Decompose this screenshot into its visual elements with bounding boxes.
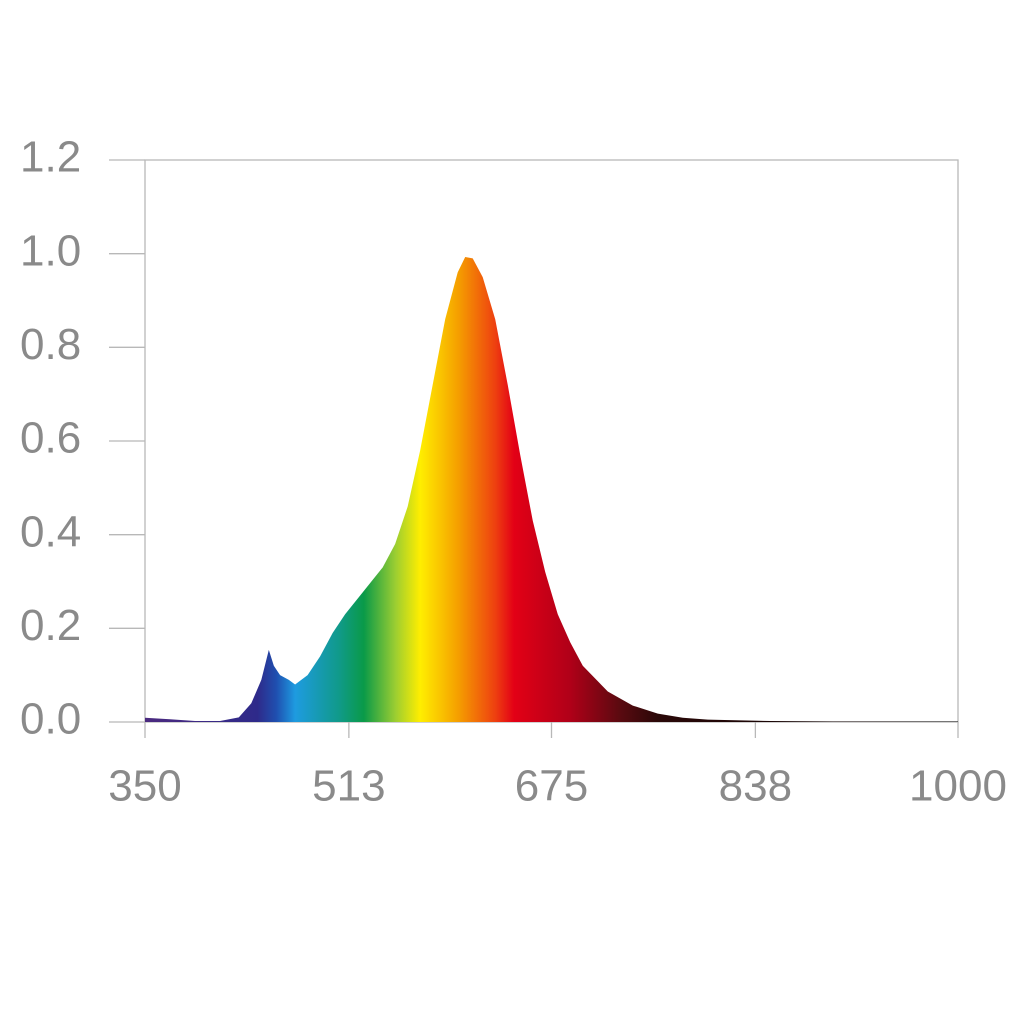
y-tick-label: 0.4 xyxy=(20,507,81,556)
y-tick-label: 1.0 xyxy=(20,226,81,275)
x-tick-label: 513 xyxy=(312,762,385,811)
x-tick-label: 1000 xyxy=(909,762,1007,811)
y-tick-label: 0.6 xyxy=(20,414,81,463)
x-tick-label: 350 xyxy=(108,762,181,811)
x-tick-label: 675 xyxy=(515,762,588,811)
y-tick-label: 1.2 xyxy=(20,133,81,182)
y-tick-label: 0.0 xyxy=(20,695,81,744)
spectrum-area xyxy=(145,256,958,722)
y-tick-label: 0.2 xyxy=(20,601,81,650)
y-tick-label: 0.8 xyxy=(20,320,81,369)
x-tick-label: 838 xyxy=(719,762,792,811)
